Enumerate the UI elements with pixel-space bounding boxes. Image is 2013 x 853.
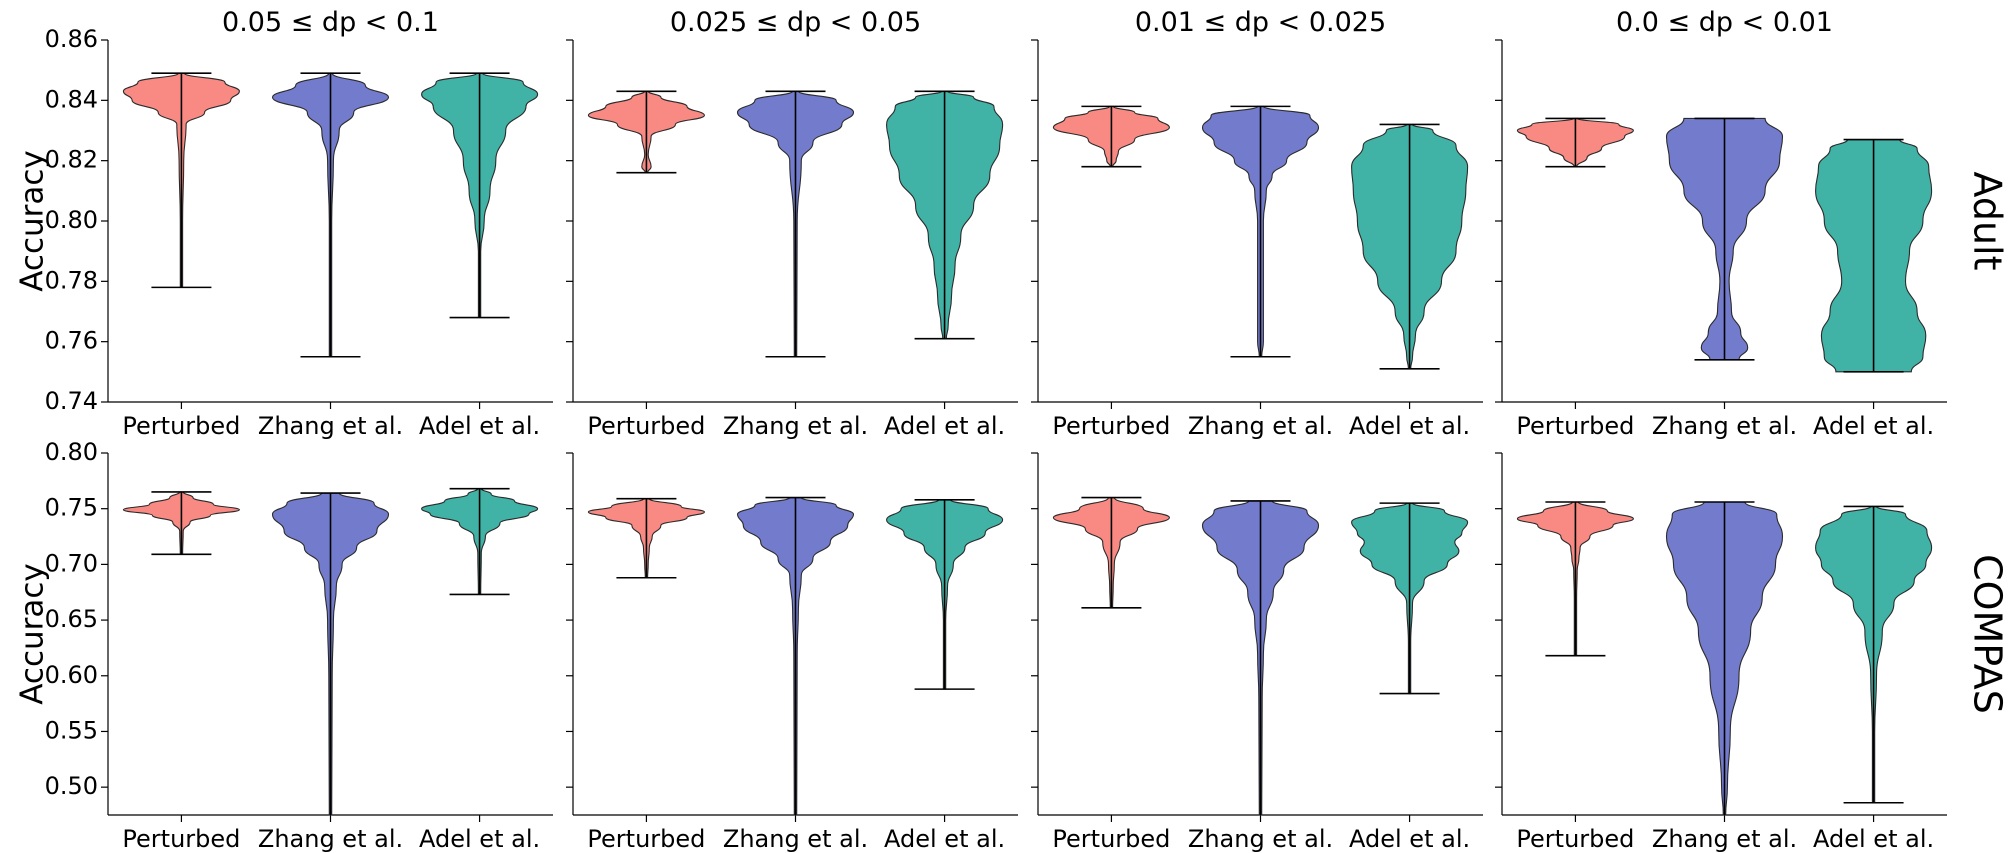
x-tick-label: Adel et al. (419, 412, 540, 440)
x-tick-label: Adel et al. (1813, 825, 1934, 853)
x-tick-label: Perturbed (1052, 825, 1170, 853)
x-tick-label: Zhang et al. (1188, 825, 1333, 853)
panel-compas-3: Perturbed Zhang et al. Adel et al. (1031, 452, 1483, 853)
x-tick-label: Adel et al. (884, 412, 1005, 440)
x-tick-label: Perturbed (122, 825, 240, 853)
x-tick-label: Perturbed (587, 825, 705, 853)
y-tick-label: 0.84 (45, 85, 98, 113)
column-title: 0.01 ≤ dp < 0.025 (1135, 7, 1386, 38)
column-title: 0.025 ≤ dp < 0.05 (670, 7, 921, 38)
y-tick-label: 0.82 (45, 146, 98, 174)
y-tick-label: 0.80 (45, 438, 98, 466)
y-axis-label: Accuracy (15, 563, 51, 705)
y-tick-label: 0.75 (45, 494, 98, 522)
x-tick-label: Zhang et al. (1188, 412, 1333, 440)
column-title: 0.05 ≤ dp < 0.1 (222, 7, 439, 38)
y-tick-label: 0.60 (45, 661, 98, 689)
y-tick-label: 0.78 (45, 266, 98, 294)
x-tick-label: Perturbed (587, 412, 705, 440)
y-tick-label: 0.76 (45, 327, 98, 355)
x-tick-label: Perturbed (122, 412, 240, 440)
y-tick-label: 0.80 (45, 206, 98, 234)
panel-adult-3: 0.01 ≤ dp < 0.025 Perturbed Zhang et al. Ad… (1031, 7, 1483, 440)
x-tick-label: Adel et al. (1813, 412, 1934, 440)
y-tick-label: 0.65 (45, 605, 98, 633)
panel-adult-1: 0.05 ≤ dp < 0.1 0.74 0.76 0.78 0.80 0.82 0.84 0… (45, 7, 553, 440)
panel-adult-4: 0.0 ≤ dp < 0.01 Perturbed Zhang et al. Adel… (1495, 7, 1947, 440)
x-tick-label: Zhang et al. (1652, 412, 1797, 440)
x-tick-label: Zhang et al. (258, 412, 403, 440)
row-label-adult: Adult (1966, 172, 2010, 271)
panel-compas-2: Perturbed Zhang et al. Adel et al. (566, 452, 1018, 853)
row-label-compas: COMPAS (1966, 554, 2010, 714)
x-tick-label: Perturbed (1516, 412, 1634, 440)
column-title: 0.0 ≤ dp < 0.01 (1616, 7, 1833, 38)
x-tick-label: Adel et al. (1349, 412, 1470, 440)
y-axis-label: Accuracy (15, 150, 51, 292)
panel-adult-2: 0.025 ≤ dp < 0.05 Perturbed Zhang et al. Ad… (566, 7, 1018, 440)
x-tick-label: Adel et al. (419, 825, 540, 853)
x-tick-label: Adel et al. (884, 825, 1005, 853)
x-tick-label: Perturbed (1052, 412, 1170, 440)
x-tick-label: Zhang et al. (723, 412, 868, 440)
y-tick-label: 0.55 (45, 716, 98, 744)
x-tick-label: Zhang et al. (723, 825, 868, 853)
y-tick-label: 0.50 (45, 772, 98, 800)
x-tick-label: Zhang et al. (258, 825, 403, 853)
y-tick-label: 0.70 (45, 549, 98, 577)
x-tick-label: Adel et al. (1349, 825, 1470, 853)
y-tick-label: 0.86 (45, 25, 98, 53)
panel-compas-4: Perturbed Zhang et al. Adel et al. (1495, 452, 1947, 853)
panel-compas-1: 0.50 0.55 0.60 0.65 0.70 0.75 0.80 Perturbed Zha… (45, 438, 553, 853)
x-tick-label: Perturbed (1516, 825, 1634, 853)
y-tick-label: 0.74 (45, 387, 98, 415)
x-tick-label: Zhang et al. (1652, 825, 1797, 853)
